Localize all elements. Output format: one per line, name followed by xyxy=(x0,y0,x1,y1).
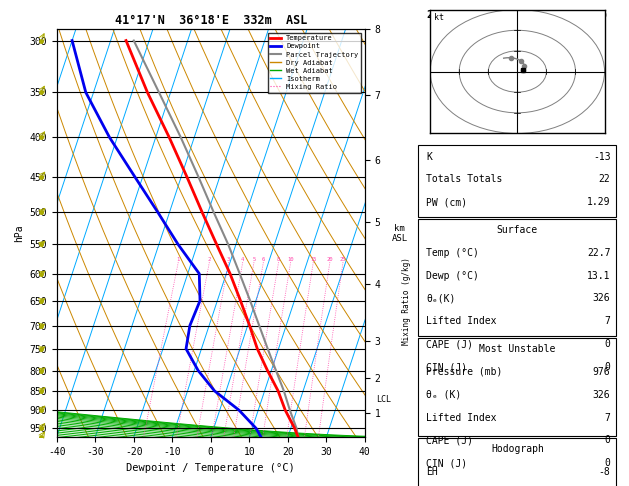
Text: 25: 25 xyxy=(340,257,346,262)
Text: 976: 976 xyxy=(593,367,611,377)
Text: 10: 10 xyxy=(287,257,294,262)
Y-axis label: hPa: hPa xyxy=(14,225,24,242)
Text: 1.29: 1.29 xyxy=(587,197,611,207)
Text: Most Unstable: Most Unstable xyxy=(479,344,555,354)
Text: 22: 22 xyxy=(599,174,611,184)
Text: 7: 7 xyxy=(604,316,611,326)
Y-axis label: km
ASL: km ASL xyxy=(392,224,408,243)
Legend: Temperature, Dewpoint, Parcel Trajectory, Dry Adiabat, Wet Adiabat, Isotherm, Mi: Temperature, Dewpoint, Parcel Trajectory… xyxy=(267,33,361,93)
Title: 41°17'N  36°18'E  332m  ASL: 41°17'N 36°18'E 332m ASL xyxy=(114,14,307,27)
Text: 326: 326 xyxy=(593,294,611,303)
Text: -8: -8 xyxy=(599,467,611,477)
Text: CIN (J): CIN (J) xyxy=(426,458,467,469)
Text: PW (cm): PW (cm) xyxy=(426,197,467,207)
Text: Temp (°C): Temp (°C) xyxy=(426,248,479,258)
Text: Hodograph: Hodograph xyxy=(491,444,544,454)
Text: EH: EH xyxy=(426,467,438,477)
Text: 0: 0 xyxy=(604,362,611,372)
Text: θₑ(K): θₑ(K) xyxy=(426,294,455,303)
Text: 5: 5 xyxy=(252,257,255,262)
Text: θₑ (K): θₑ (K) xyxy=(426,390,462,399)
Text: Mixing Ratio (g/kg): Mixing Ratio (g/kg) xyxy=(403,258,411,345)
Text: 6: 6 xyxy=(262,257,265,262)
Bar xyxy=(418,219,616,336)
Text: Surface: Surface xyxy=(497,225,538,235)
Text: 2: 2 xyxy=(208,257,211,262)
Text: 326: 326 xyxy=(593,390,611,399)
Text: 15: 15 xyxy=(310,257,316,262)
Text: CAPE (J): CAPE (J) xyxy=(426,435,473,445)
Text: 4: 4 xyxy=(241,257,244,262)
Text: -13: -13 xyxy=(593,152,611,161)
Bar xyxy=(418,338,616,436)
Text: 28.09.2024  18GMT  (Base: 12): 28.09.2024 18GMT (Base: 12) xyxy=(426,10,608,19)
Text: 13.1: 13.1 xyxy=(587,271,611,280)
Bar xyxy=(418,438,616,486)
Text: 1: 1 xyxy=(177,257,180,262)
Text: LCL: LCL xyxy=(376,395,391,404)
Text: Lifted Index: Lifted Index xyxy=(426,316,497,326)
Text: CAPE (J): CAPE (J) xyxy=(426,339,473,349)
Text: 0: 0 xyxy=(604,339,611,349)
Text: 20: 20 xyxy=(326,257,333,262)
Text: Pressure (mb): Pressure (mb) xyxy=(426,367,503,377)
Text: 7: 7 xyxy=(604,413,611,422)
Text: 22.7: 22.7 xyxy=(587,248,611,258)
Text: Totals Totals: Totals Totals xyxy=(426,174,503,184)
Text: CIN (J): CIN (J) xyxy=(426,362,467,372)
Text: Dewp (°C): Dewp (°C) xyxy=(426,271,479,280)
Text: 0: 0 xyxy=(604,435,611,445)
Text: 8: 8 xyxy=(277,257,280,262)
Text: 0: 0 xyxy=(604,458,611,469)
Text: 3: 3 xyxy=(227,257,230,262)
Bar xyxy=(418,145,616,217)
Text: Lifted Index: Lifted Index xyxy=(426,413,497,422)
Text: K: K xyxy=(426,152,432,161)
X-axis label: Dewpoint / Temperature (°C): Dewpoint / Temperature (°C) xyxy=(126,463,295,473)
